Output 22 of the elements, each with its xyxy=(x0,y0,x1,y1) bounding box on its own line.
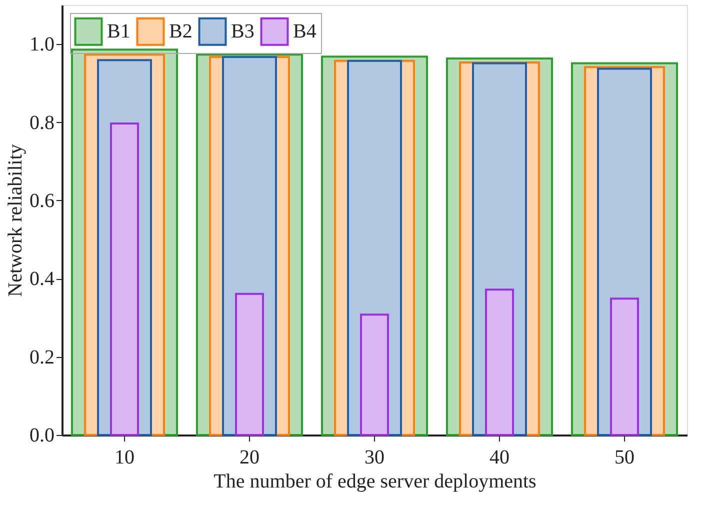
y-tick-label: 0.4 xyxy=(30,268,54,290)
bar xyxy=(110,122,139,436)
bar xyxy=(235,292,264,436)
y-tick-label: 0.0 xyxy=(30,424,54,446)
x-tick-label: 30 xyxy=(364,446,384,468)
y-tick-label: 1.0 xyxy=(30,34,54,56)
legend-label: B3 xyxy=(231,20,254,43)
x-tick-label: 50 xyxy=(614,446,634,468)
legend-label: B1 xyxy=(107,20,130,43)
bar xyxy=(610,298,639,436)
y-axis-title: Network reliability xyxy=(4,144,26,297)
x-tick-label: 20 xyxy=(240,446,260,468)
bar xyxy=(360,314,389,436)
x-tick-label: 10 xyxy=(114,446,134,468)
x-axis-title: The number of edge server deployments xyxy=(214,470,537,492)
legend-label: B2 xyxy=(169,20,192,43)
y-tick-label: 0.6 xyxy=(30,190,54,212)
y-tick-label: 0.2 xyxy=(30,346,54,368)
x-tick-label: 40 xyxy=(490,446,510,468)
y-tick-label: 0.8 xyxy=(30,112,54,134)
legend-label: B4 xyxy=(293,20,316,43)
bar xyxy=(485,288,514,436)
